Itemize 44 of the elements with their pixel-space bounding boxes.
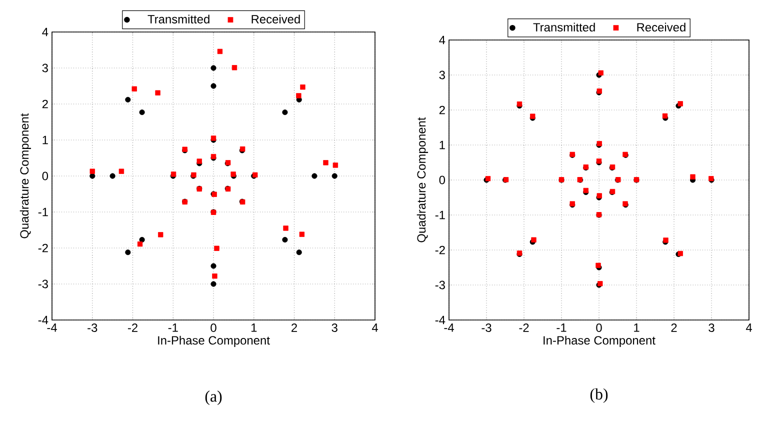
y-tick-label: 1 — [42, 136, 48, 144]
y-tick-label: -3 — [435, 280, 445, 290]
y-axis-title: Quadrature Component — [416, 117, 428, 242]
x-tick-label: -3 — [482, 324, 492, 332]
x-tick-label: 2 — [292, 324, 297, 332]
x-tick-label: 3 — [332, 324, 338, 332]
y-axis-title: Quadrature Component — [20, 113, 32, 238]
x-tick-label: -1 — [168, 324, 178, 332]
x-tick-label: 3 — [708, 324, 714, 332]
y-tick-label: -1 — [38, 208, 48, 216]
y-tick-label: 3 — [439, 70, 445, 80]
y-tick-label: -4 — [38, 316, 48, 324]
y-tick-label: -3 — [38, 280, 48, 288]
legend-label: Transmitted — [533, 22, 595, 32]
y-tick-label: 2 — [42, 100, 48, 108]
x-tick-label: 4 — [372, 324, 378, 332]
y-tick-label: 4 — [439, 36, 446, 44]
x-tick-label: 1 — [634, 324, 640, 332]
y-tick-label: 2 — [439, 106, 445, 114]
y-tick-label: -4 — [435, 316, 446, 324]
x-tick-label: -1 — [556, 324, 566, 332]
legend-label: Received — [252, 14, 300, 24]
x-tick-label: -2 — [519, 324, 529, 332]
y-tick-label: 4 — [42, 28, 48, 36]
legend-label: Received — [637, 22, 686, 32]
y-tick-label: 0 — [439, 176, 446, 184]
y-tick-label: -1 — [435, 210, 445, 220]
legend-label: Transmitted — [148, 14, 210, 24]
x-axis-title: In-Phase Component — [544, 336, 656, 347]
y-tick-label: 0 — [42, 172, 48, 180]
y-tick-label: -2 — [435, 246, 445, 254]
x-tick-label: 1 — [251, 324, 257, 332]
x-axis-title: In-Phase Component — [158, 336, 270, 347]
y-tick-label: 1 — [440, 140, 445, 150]
x-tick-label: -2 — [128, 324, 138, 332]
y-tick-label: 3 — [42, 64, 48, 72]
x-tick-label: 4 — [746, 324, 752, 332]
x-tick-label: 0 — [596, 324, 602, 332]
x-tick-label: 2 — [671, 324, 677, 332]
text: (a) — [205, 390, 222, 405]
y-tick-label: -2 — [38, 244, 48, 252]
x-tick-label: 0 — [210, 324, 216, 332]
x-tick-label: -3 — [88, 324, 98, 332]
text: (b) — [590, 388, 608, 403]
